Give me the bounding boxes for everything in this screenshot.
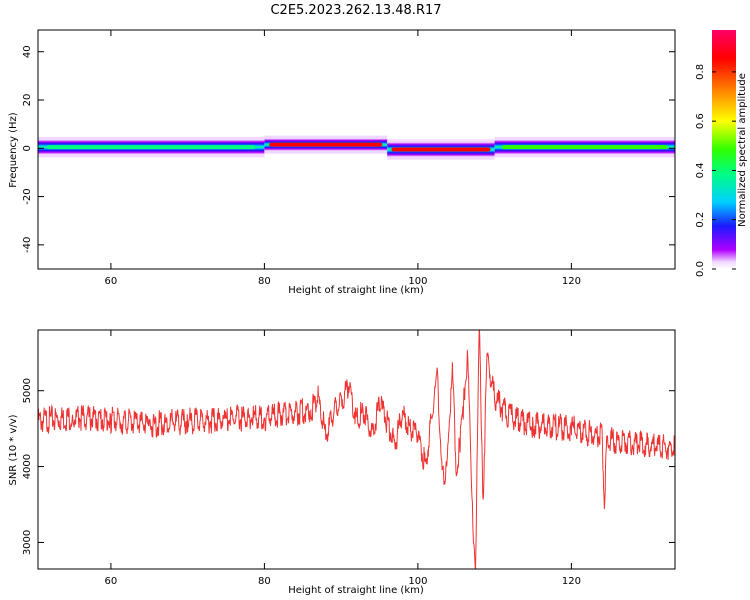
- y-tick-label: 40: [22, 45, 33, 58]
- x-tick-label: 120: [562, 576, 581, 587]
- colorbar-ticks: 0.0 0.2 0.4 0.6 0.8: [695, 64, 736, 277]
- x-tick-label: 100: [408, 576, 427, 587]
- x-tick-label: 80: [258, 276, 271, 287]
- spectrogram-frame: [37, 29, 676, 270]
- colorbar-gradient: [712, 30, 736, 269]
- spectrogram-heatmap: [38, 135, 675, 160]
- snr-panel: 60 80 100 120 3000 4000 5000 Height of straig…: [8, 329, 676, 596]
- x-tick-label: 120: [562, 276, 581, 287]
- x-tick-label: 80: [258, 576, 271, 587]
- snr-y-ticks: 3000 4000 5000: [22, 378, 675, 555]
- x-tick-label: 100: [408, 276, 427, 287]
- y-tick-label: 5000: [22, 378, 33, 403]
- y-tick-label: 3000: [22, 530, 33, 555]
- spectrogram-band-core: [391, 147, 491, 152]
- spectrogram-band-core: [501, 145, 668, 150]
- y-tick-label: 20: [22, 94, 33, 107]
- snr-x-axis-label: Height of straight line (km): [288, 585, 424, 596]
- spectrogram-y-axis-label: Frequency (Hz): [8, 112, 19, 188]
- x-tick-label: 60: [105, 576, 118, 587]
- spectrogram-x-axis-label: Height of straight line (km): [288, 285, 424, 296]
- snr-y-axis-label: SNR (10 * v/v): [8, 414, 19, 485]
- spectrogram-panel: 60 80 100 120 -40 -20 0 20 40 Height of straigh…: [8, 29, 676, 296]
- y-tick-label: 0: [22, 145, 33, 151]
- colorbar-label: Normalized spectral amplitude: [737, 73, 748, 227]
- y-tick-label: -20: [22, 188, 33, 204]
- snr-x-ticks: 60 80 100 120: [105, 330, 581, 587]
- figure-title: C2E5.2023.262.13.48.R17: [270, 3, 441, 18]
- spectrogram-x-ticks: 60 80 100 120: [105, 30, 581, 287]
- spectrogram-band-core: [47, 145, 256, 150]
- colorbar-tick-label: 0.6: [695, 113, 706, 129]
- colorbar-tick-label: 0.0: [695, 261, 706, 277]
- y-tick-label: 4000: [22, 454, 33, 479]
- y-tick-label: -40: [22, 237, 33, 253]
- x-tick-label: 60: [105, 276, 118, 287]
- spectrogram-y-ticks: -40 -20 0 20 40: [22, 45, 675, 253]
- colorbar-tick-label: 0.2: [695, 212, 706, 228]
- snr-frame: [37, 329, 676, 570]
- colorbar-tick-label: 0.8: [695, 64, 706, 80]
- spectrogram-band-core: [269, 142, 383, 147]
- snr-series-line: [38, 330, 675, 569]
- colorbar: 0.0 0.2 0.4 0.6 0.8 Normalized spectral ampl…: [695, 30, 748, 277]
- colorbar-tick-label: 0.4: [695, 162, 706, 178]
